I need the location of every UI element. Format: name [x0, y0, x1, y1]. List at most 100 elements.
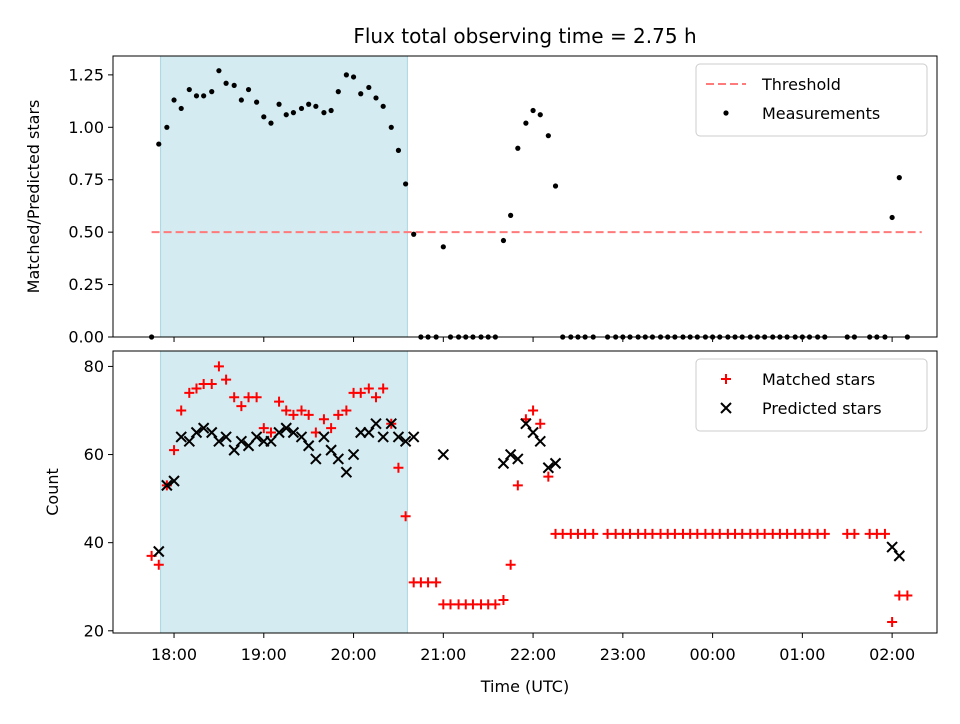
y-tick-label: 0.75: [68, 170, 104, 189]
matched-star-point: [505, 559, 516, 570]
matched-star-point: [849, 528, 860, 539]
measurement-point: [186, 86, 192, 93]
measurement-point: [366, 84, 372, 91]
measurement-point: [276, 101, 282, 107]
measurement-point: [358, 91, 364, 97]
matched-star-point: [498, 594, 509, 605]
predicted-star-point: [273, 426, 285, 439]
predicted-star-point: [370, 417, 382, 430]
measurement-point: [343, 72, 349, 78]
measurement-point: [411, 231, 417, 237]
predicted-star-point: [190, 426, 203, 439]
predicted-star-point: [520, 417, 532, 430]
measurement-point: [537, 112, 543, 118]
predicted-star-point: [886, 541, 898, 553]
matched-star-point: [229, 392, 240, 403]
predicted-star-point: [280, 422, 292, 434]
measurement-point: [896, 175, 902, 181]
matched-star-point: [400, 511, 411, 522]
predicted-star-point: [302, 440, 315, 452]
matched-star-point: [221, 374, 232, 385]
measurement-point: [201, 93, 207, 99]
matched-star-point: [176, 405, 187, 416]
matched-star-point: [251, 392, 262, 403]
y-tick-label: 0.50: [68, 223, 104, 242]
measurement-point: [254, 99, 260, 105]
measurement-point: [500, 237, 507, 244]
predicted-star-point: [235, 435, 248, 448]
predicted-star-point: [295, 431, 308, 443]
matched-star-point: [528, 405, 539, 416]
y-tick-label: 0.25: [68, 275, 104, 294]
x-tick-label: 02:00: [869, 645, 915, 664]
predicted-star-point: [318, 431, 330, 443]
matched-star-point: [543, 471, 554, 482]
predicted-star-point: [527, 426, 539, 439]
predicted-star-point: [399, 435, 412, 448]
predicted-star-point: [392, 431, 405, 443]
y-tick-label: 20: [84, 621, 104, 640]
matched-star-point: [236, 401, 247, 412]
predicted-star-point: [363, 426, 375, 439]
y-axis-label: Count: [43, 468, 62, 516]
measurement-point: [373, 95, 379, 101]
measurement-point: [178, 105, 184, 112]
x-axis-label: Time (UTC): [480, 677, 569, 696]
legend: Threshold Measurements: [695, 63, 928, 137]
matched-star-point: [191, 383, 202, 394]
predicted-star-point: [161, 479, 173, 492]
legend-marker-measurements: [723, 110, 729, 116]
predicted-star-point: [242, 440, 255, 452]
count-panel: 20 40 60 80 18:00 19:00 20:00 21:00 22:00 23:00 00…: [43, 350, 938, 664]
predicted-star-point: [497, 457, 510, 470]
predicted-star-point: [206, 426, 218, 439]
matched-star-point: [363, 383, 374, 394]
measurement-point: [283, 112, 289, 118]
matched-star-point: [265, 427, 276, 438]
predicted-star-point: [168, 475, 180, 487]
series-plus: [146, 361, 913, 627]
legend-label: Matched stars: [762, 370, 875, 389]
predicted-star-point: [175, 431, 187, 443]
legend-label: Measurements: [762, 104, 880, 123]
predicted-star-point: [549, 457, 562, 470]
matched-star-point: [213, 361, 224, 372]
matched-star-point: [902, 590, 913, 601]
predicted-star-point: [325, 444, 337, 456]
predicted-star-point: [407, 431, 420, 443]
matched-star-point: [333, 409, 344, 420]
measurement-point: [223, 80, 229, 86]
matched-star-point: [274, 396, 285, 407]
measurement-point: [164, 124, 170, 130]
matched-star-point: [879, 528, 890, 539]
series-cross: [153, 417, 906, 562]
measurement-point: [209, 89, 215, 95]
y-tick-label: 80: [84, 357, 104, 376]
measurement-point: [395, 147, 402, 153]
predicted-star-point: [213, 435, 225, 448]
measurement-point: [530, 107, 536, 114]
y-tick-label: 60: [84, 445, 104, 464]
measurement-point: [193, 93, 200, 99]
matched-star-point: [819, 528, 830, 539]
measurement-point: [245, 86, 252, 93]
observing-window-span: [160, 350, 408, 634]
measurement-point: [403, 181, 409, 187]
measurement-point: [380, 103, 386, 109]
matched-star-point: [355, 387, 366, 398]
measurement-point: [335, 89, 341, 95]
measurement-point: [350, 74, 357, 80]
measurement-point: [216, 68, 222, 74]
predicted-star-point: [153, 545, 165, 558]
measurement-point: [508, 212, 514, 218]
y-tick-label: 0.00: [68, 328, 104, 347]
predicted-star-point: [228, 444, 240, 456]
matched-star-point: [341, 405, 352, 416]
matched-star-point: [206, 379, 217, 390]
measurement-point: [268, 120, 274, 126]
ratio-panel: 0.00 0.25 0.50 0.75 1.00 1.25 Matched/Predicte…: [24, 55, 938, 347]
legend-marker-matched: [721, 374, 731, 384]
matched-star-point: [535, 418, 546, 429]
legend-box: [695, 358, 928, 432]
